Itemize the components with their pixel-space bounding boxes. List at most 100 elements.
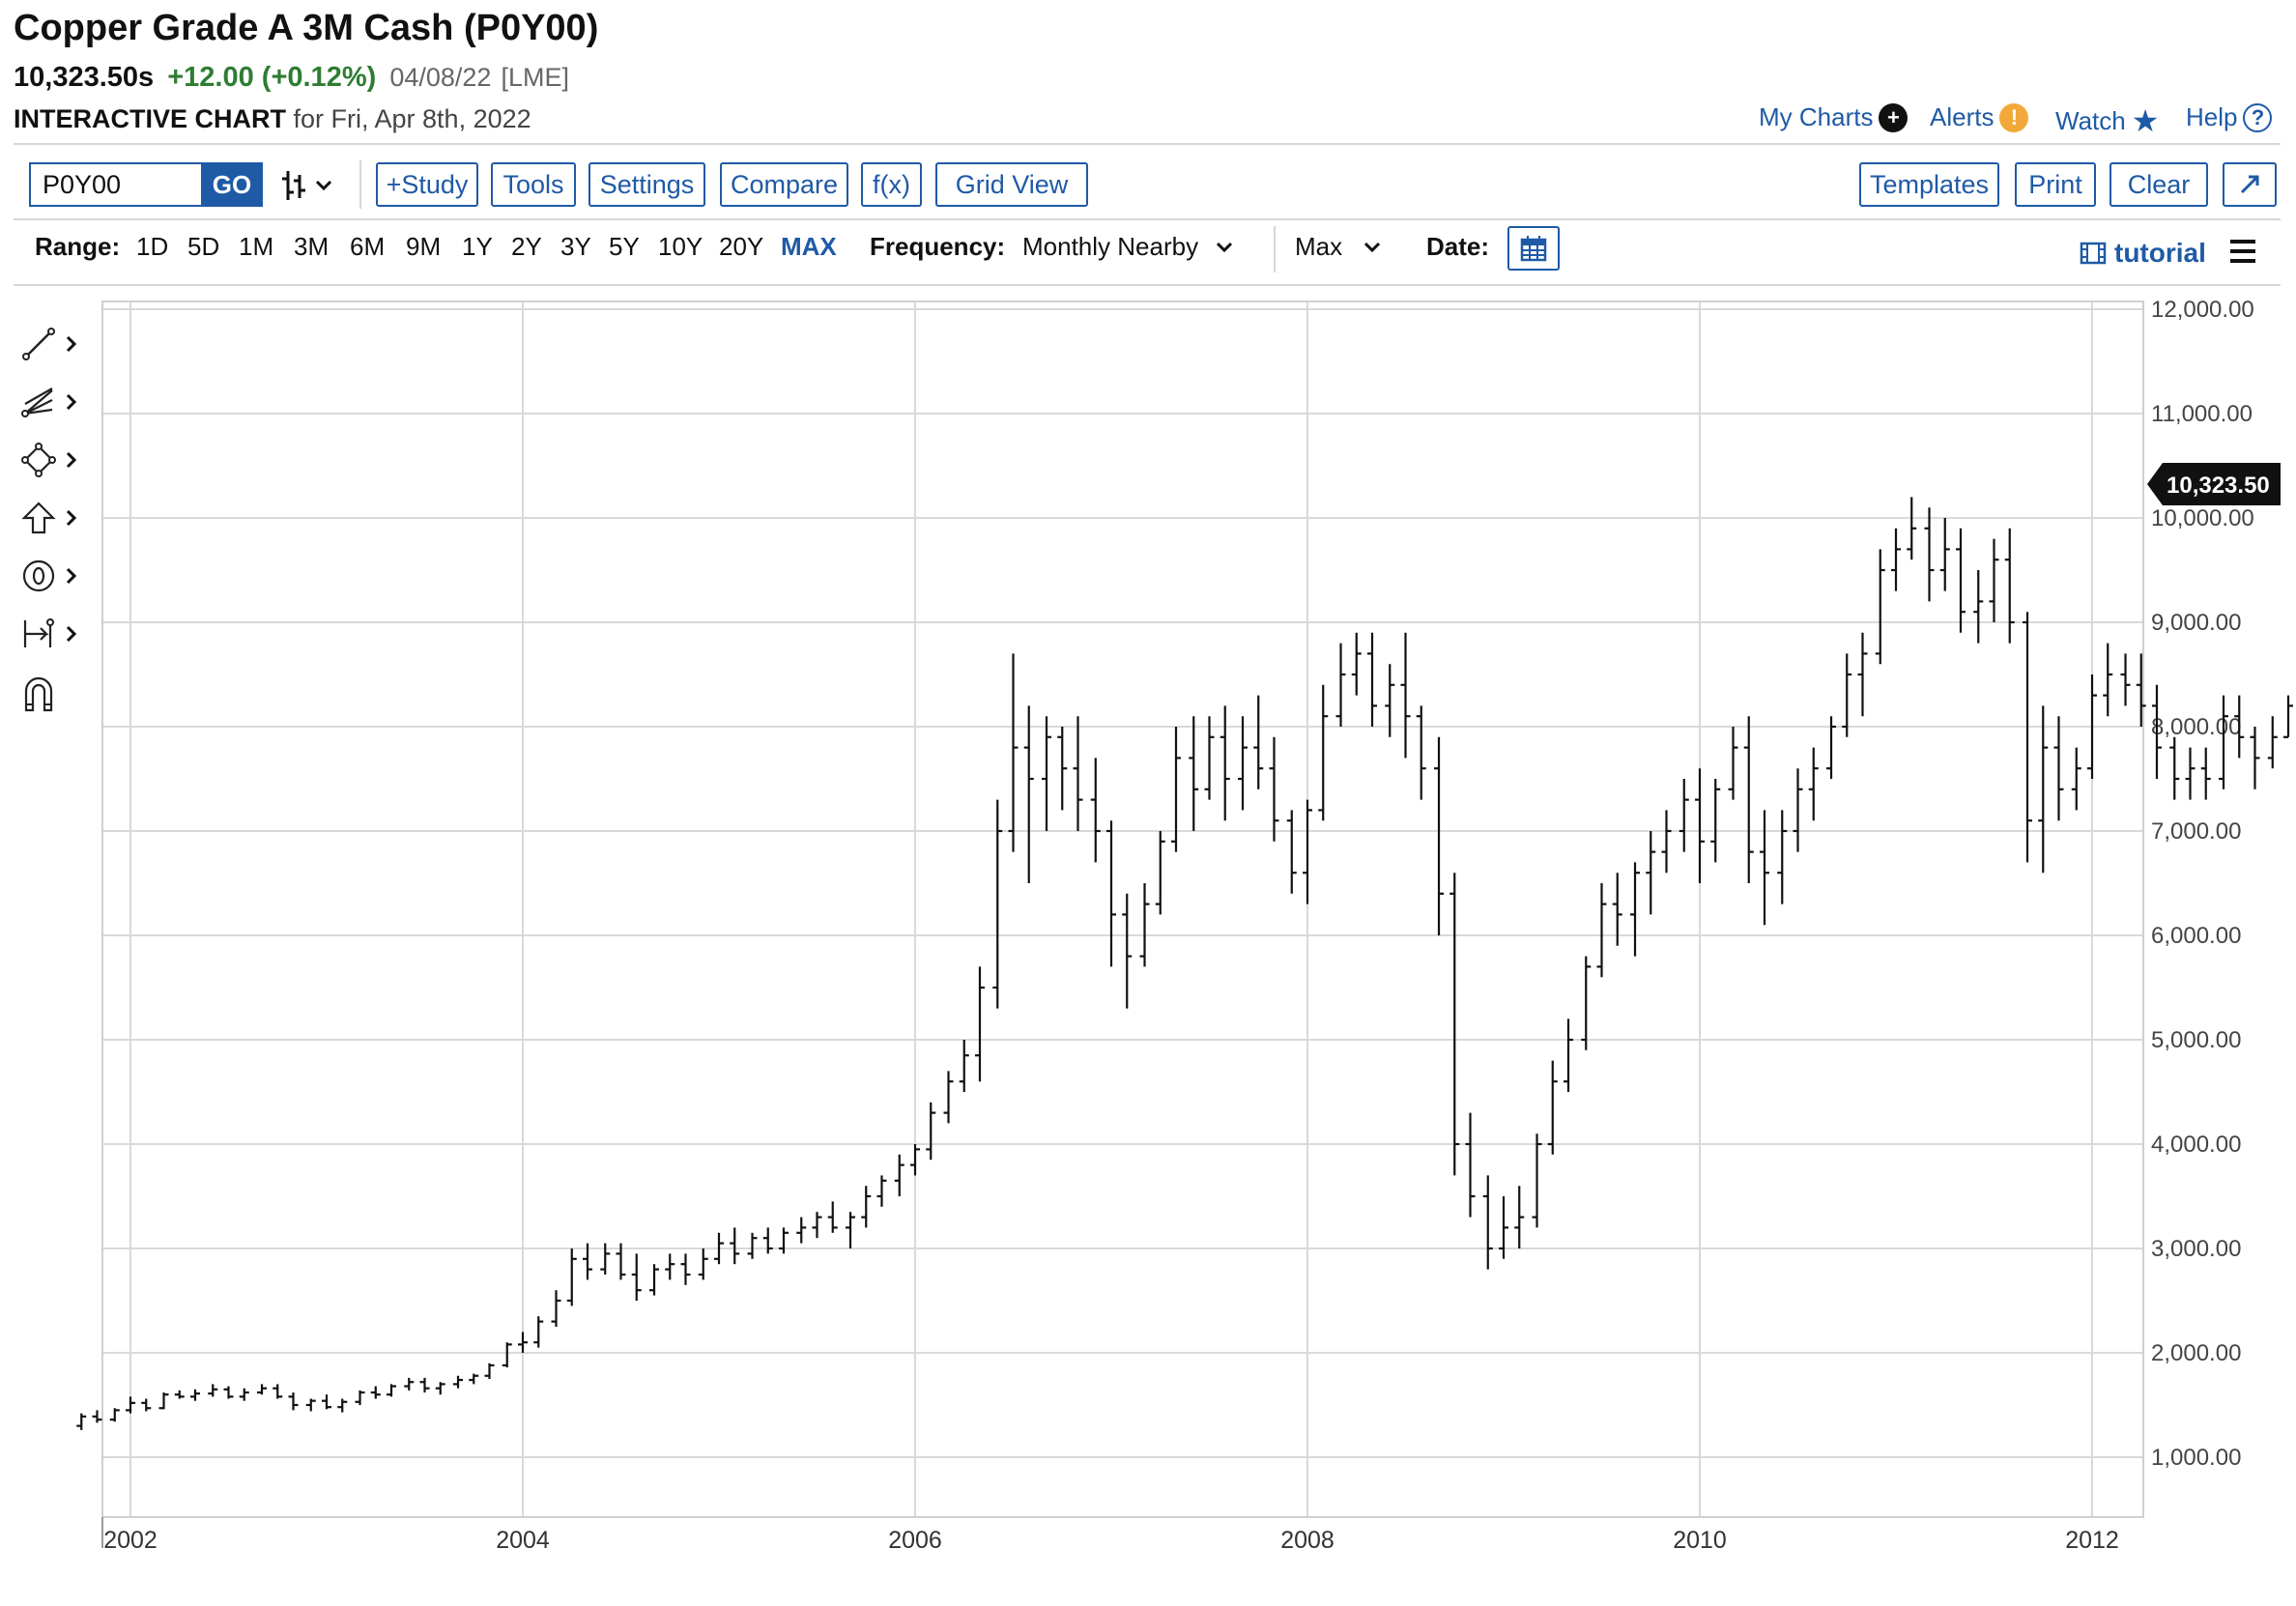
ohlc-bar	[2023, 612, 2033, 863]
ohlc-bar	[762, 1227, 773, 1254]
settings-button[interactable]: Settings	[588, 162, 705, 207]
range-1d[interactable]: 1D	[136, 232, 169, 261]
range-max[interactable]: MAX	[781, 232, 837, 261]
ohlc-bar	[109, 1408, 120, 1422]
ohlc-bar	[2234, 695, 2245, 759]
alerts-label: Alerts	[1930, 102, 1995, 131]
x-axis-labels: 2002200420062008201020122014201620182020…	[103, 1527, 2119, 1554]
ohlc-bar	[631, 1253, 642, 1301]
ohlc-bar	[189, 1389, 200, 1401]
range-9m[interactable]: 9M	[406, 232, 442, 261]
ohlc-bar	[1612, 873, 1622, 946]
range-3y[interactable]: 3Y	[560, 232, 591, 261]
ohlc-bar	[1808, 747, 1819, 821]
ohlc-bar	[943, 1071, 954, 1124]
my-charts-link[interactable]: My Charts +	[1759, 102, 1909, 132]
range-5d[interactable]: 5D	[187, 232, 220, 261]
max-select[interactable]: Max	[1295, 232, 1381, 262]
ohlc-bar	[1581, 956, 1592, 1050]
range-10y[interactable]: 10Y	[658, 232, 703, 261]
frequency-value: Monthly Nearby	[1022, 232, 1199, 261]
go-button[interactable]: GO	[201, 162, 263, 207]
toolbar-divider-line	[14, 218, 2281, 220]
range-1m[interactable]: 1M	[239, 232, 274, 261]
tool-line[interactable]	[21, 323, 83, 365]
watch-link[interactable]: Watch ★	[2055, 102, 2159, 139]
ohlc-bar	[1318, 684, 1329, 821]
frequency-select[interactable]: Monthly Nearby	[1022, 232, 1233, 262]
ohlc-bar	[1679, 779, 1689, 852]
ohlc-bar	[1434, 736, 1445, 935]
chart-type-dropdown[interactable]	[280, 166, 338, 205]
print-button[interactable]: Print	[2015, 162, 2096, 207]
grid-view-button[interactable]: Grid View	[935, 162, 1088, 207]
alert-icon: !	[1999, 102, 2029, 132]
date-picker-button[interactable]	[1507, 226, 1560, 271]
ohlc-bar	[1385, 664, 1395, 737]
help-link[interactable]: Help ?	[2186, 102, 2273, 132]
range-divider	[1274, 226, 1276, 272]
study-button[interactable]: +Study	[376, 162, 478, 207]
menu-button[interactable]	[2228, 238, 2257, 270]
ohlc-bar	[2219, 695, 2229, 789]
ohlc-bar	[566, 1248, 577, 1306]
tool-measure[interactable]	[21, 613, 83, 655]
arrow-up-icon	[21, 502, 56, 534]
ohlc-bar	[1695, 768, 1705, 883]
ohlc-bar	[1303, 799, 1312, 904]
ohlc-bar	[600, 1243, 611, 1275]
ohlc-bar	[1661, 810, 1672, 874]
range-1y[interactable]: 1Y	[462, 232, 493, 261]
ohlc-bar	[616, 1243, 626, 1280]
chevron-down-icon	[1364, 242, 1381, 252]
ohlc-bar	[2120, 653, 2131, 706]
tool-shape[interactable]	[21, 439, 83, 481]
compare-button[interactable]: Compare	[720, 162, 848, 207]
date-label: Date:	[1426, 232, 1490, 261]
range-3m[interactable]: 3M	[294, 232, 330, 261]
ohlc-bar	[730, 1227, 740, 1265]
calendar-icon	[1520, 236, 1547, 262]
range-5y[interactable]: 5Y	[609, 232, 640, 261]
range-6m[interactable]: 6M	[350, 232, 386, 261]
ohlc-bar	[141, 1398, 152, 1412]
ohlc-bar	[126, 1396, 135, 1414]
templates-button[interactable]: Templates	[1859, 162, 1999, 207]
ohlc-bar	[1924, 507, 1935, 602]
tool-arrow[interactable]	[21, 497, 83, 539]
tool-magnet[interactable]	[21, 673, 83, 715]
plot-frame	[101, 301, 2144, 1518]
ohlc-bar	[355, 1390, 365, 1405]
ohlc-bar	[2151, 684, 2162, 779]
chevron-right-icon	[66, 393, 77, 411]
ohlc-bar	[1630, 862, 1641, 957]
ohlc-bar	[76, 1413, 87, 1430]
line-draw-icon	[22, 328, 55, 360]
ohlc-bar	[1728, 727, 1738, 800]
expand-button[interactable]	[2223, 162, 2277, 207]
y-tick-label: 4,000.00	[2151, 1132, 2241, 1158]
ohlc-bar	[1170, 727, 1181, 852]
last-price-marker	[2147, 463, 2281, 506]
ohlc-bar	[876, 1175, 887, 1207]
ohlc-bar	[1563, 1018, 1573, 1092]
range-2y[interactable]: 2Y	[511, 232, 542, 261]
ohlc-bar	[305, 1398, 316, 1412]
tool-text[interactable]	[21, 555, 83, 597]
fx-button[interactable]: f(x)	[861, 162, 922, 207]
film-icon	[2080, 242, 2107, 265]
tutorial-link[interactable]: tutorial	[2080, 238, 2206, 269]
ohlc-bar	[1547, 1060, 1558, 1155]
tool-fib[interactable]	[21, 381, 83, 423]
range-20y[interactable]: 20Y	[719, 232, 764, 261]
symbol-input[interactable]	[29, 162, 201, 207]
ohlc-bar	[1955, 528, 1966, 633]
ohlc-bar	[1122, 893, 1133, 1009]
ohlc-bar	[1008, 653, 1019, 852]
ohlc-bar	[1743, 716, 1754, 883]
alerts-link[interactable]: Alerts !	[1930, 102, 2029, 132]
tools-button[interactable]: Tools	[491, 162, 576, 207]
ohlc-bar	[1499, 1196, 1508, 1259]
clear-button[interactable]: Clear	[2109, 162, 2208, 207]
